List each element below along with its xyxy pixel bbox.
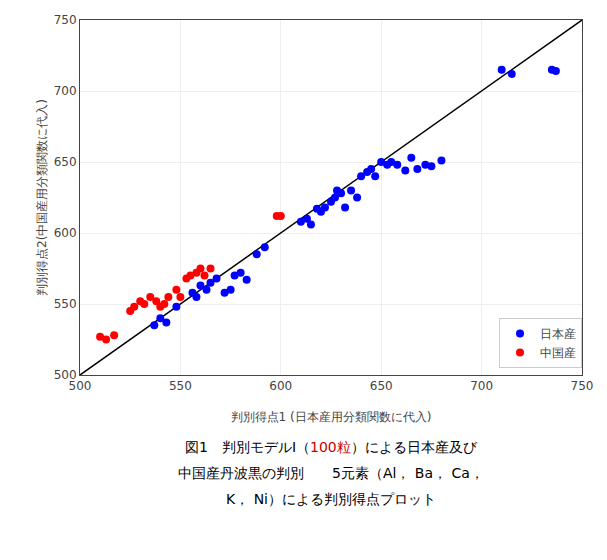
svg-text:図1 判別モデルⅠ（100粒）による日本産及び: 図1 判別モデルⅠ（100粒）による日本産及び <box>185 439 478 455</box>
svg-text:550: 550 <box>169 379 192 393</box>
svg-text:500: 500 <box>54 368 77 382</box>
svg-text:500: 500 <box>69 379 92 393</box>
svg-text:700: 700 <box>54 84 77 98</box>
svg-text:中国産丹波黒の判別 5元素（Al， Ba， Ca，: 中国産丹波黒の判別 5元素（Al， Ba， Ca， <box>178 465 484 481</box>
svg-text:700: 700 <box>470 379 493 393</box>
svg-text:750: 750 <box>54 13 77 27</box>
svg-text:600: 600 <box>54 226 77 240</box>
svg-text:650: 650 <box>370 379 393 393</box>
svg-text:750: 750 <box>571 379 594 393</box>
svg-text:判別得点1 (日本産用分類関数に代入): 判別得点1 (日本産用分類関数に代入) <box>231 410 432 424</box>
svg-text:550: 550 <box>54 297 77 311</box>
svg-text:K， Ni）による判別得点プロット: K， Ni）による判別得点プロット <box>226 491 436 507</box>
svg-text:650: 650 <box>54 155 77 169</box>
svg-text:中国産: 中国産 <box>540 346 576 360</box>
svg-text:判別得点2(中国産用分類関数に代入): 判別得点2(中国産用分類関数に代入) <box>35 99 49 296</box>
svg-text:日本産: 日本産 <box>540 327 576 341</box>
svg-text:600: 600 <box>269 379 292 393</box>
